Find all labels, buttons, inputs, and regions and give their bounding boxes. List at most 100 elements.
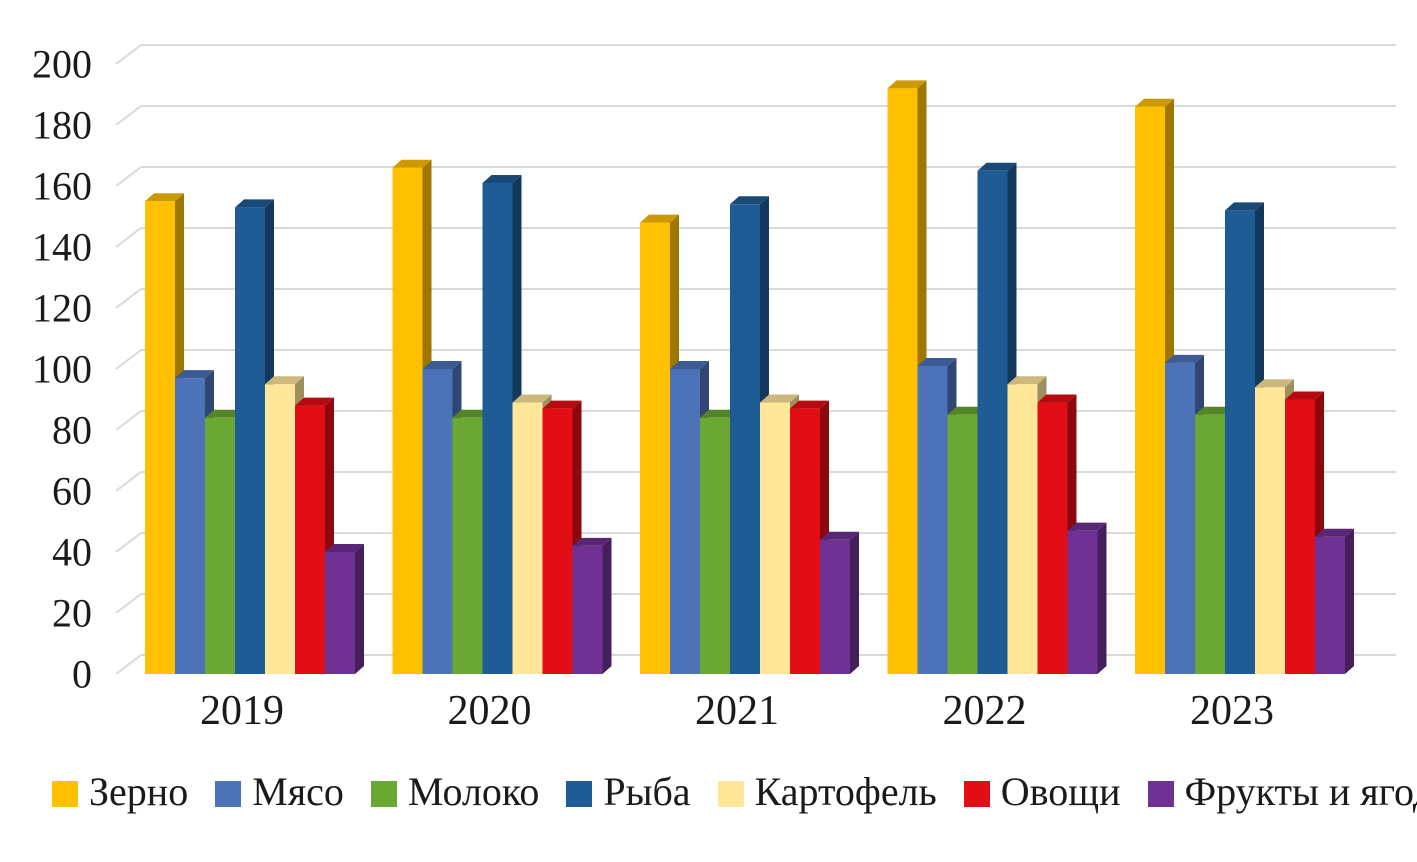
bar-top-face <box>1165 354 1204 363</box>
bar-Молоко-2019 <box>205 417 235 674</box>
legend-item: Овощи <box>963 769 1121 814</box>
gridline-connector <box>115 166 142 187</box>
bar-side-face <box>602 537 612 674</box>
legend-swatch <box>215 781 242 807</box>
y-axis-tick-label: 160 <box>32 164 92 209</box>
bar-top-face <box>640 214 679 223</box>
gridline-connector <box>115 410 142 431</box>
y-axis-tick-label: 140 <box>32 225 92 270</box>
bar-Фрукты и ягоды-2021 <box>820 539 850 674</box>
bar-top-face <box>1037 394 1077 403</box>
bar-top-face <box>760 394 799 403</box>
bar-Мясо-2023 <box>1165 362 1195 674</box>
bar-top-face <box>422 361 462 369</box>
bar-top-face <box>295 397 334 406</box>
bar-Молоко-2021 <box>700 417 730 674</box>
bar-top-face <box>1195 406 1234 415</box>
legend-item: Мясо <box>215 769 344 814</box>
bar-top-face <box>1135 98 1174 107</box>
bar-top-face <box>145 193 184 202</box>
legend-label: Молоко <box>407 769 540 814</box>
legend-swatch <box>963 781 990 807</box>
bar-Мясо-2021 <box>670 369 700 674</box>
bar-top-face <box>482 174 522 183</box>
bar-Картофель-2022 <box>1007 384 1038 674</box>
bar-Рыба-2020 <box>482 182 513 674</box>
bar-top-face <box>392 159 432 168</box>
legend-item: Молоко <box>370 769 540 814</box>
bar-Рыба-2022 <box>977 170 1008 674</box>
bar-Картофель-2020 <box>512 402 543 674</box>
bar-Фрукты и ягоды-2020 <box>572 545 603 674</box>
bar-Картофель-2023 <box>1255 387 1285 674</box>
bar-Зерно-2021 <box>640 222 670 674</box>
y-axis-tick-label: 20 <box>52 591 92 636</box>
bar-Рыба-2021 <box>730 204 760 675</box>
legend-item: Рыба <box>566 769 691 814</box>
legend-swatch <box>370 781 397 807</box>
legend-label: Фрукты и ягоды <box>1184 769 1417 814</box>
bar-Рыба-2023 <box>1225 210 1255 674</box>
bar-side-face <box>850 531 859 674</box>
y-axis-tick-label: 80 <box>52 408 92 453</box>
bar-side-face <box>355 544 364 674</box>
legend-label: Рыба <box>603 769 691 814</box>
y-axis-tick-label: 200 <box>32 42 92 87</box>
bar-Овощи-2021 <box>790 408 820 674</box>
bar-top-face <box>670 361 709 369</box>
bar-Зерно-2023 <box>1135 106 1165 674</box>
legend-label: Зерно <box>89 769 189 814</box>
bar-Молоко-2023 <box>1195 414 1225 674</box>
legend-swatch <box>566 781 593 807</box>
bar-top-face <box>887 80 927 89</box>
bar-top-face <box>730 196 769 205</box>
legend-label: Картофель <box>754 769 937 814</box>
bar-top-face <box>790 400 829 409</box>
bar-Зерно-2022 <box>887 88 918 674</box>
legend-swatch <box>1147 781 1174 807</box>
bar-top-face <box>265 376 304 385</box>
legend-swatch <box>717 781 744 807</box>
x-axis-category-label: 2022 <box>943 688 1027 734</box>
gridline-connector <box>115 349 142 370</box>
chart-legend: Зерно Мясо Молоко Рыба Картофель Овощи Фрукты … <box>0 769 1417 814</box>
bar-top-face <box>947 406 987 415</box>
bar-top-face <box>977 162 1017 171</box>
gridline-connector <box>115 654 142 675</box>
bar-Зерно-2020 <box>392 167 423 674</box>
y-axis-tick-label: 0 <box>72 652 92 697</box>
x-axis-category-label: 2020 <box>448 688 532 734</box>
gridline-connector <box>115 227 142 248</box>
bar-side-face <box>1345 528 1354 674</box>
bar-Фрукты и ягоды-2022 <box>1067 530 1098 674</box>
bar-Молоко-2022 <box>947 414 978 674</box>
gridline-connector <box>115 288 142 309</box>
legend-label: Овощи <box>1000 769 1121 814</box>
legend-item: Зерно <box>52 769 189 814</box>
bar-Картофель-2019 <box>265 384 295 674</box>
y-axis-tick-label: 40 <box>52 530 92 575</box>
bar-Фрукты и ягоды-2023 <box>1315 536 1345 674</box>
bar-Мясо-2019 <box>175 378 205 674</box>
bar-top-face <box>542 400 582 409</box>
bar-Овощи-2019 <box>295 405 325 674</box>
gridline-connector <box>115 44 142 65</box>
legend-item: Фрукты и ягоды <box>1147 769 1417 814</box>
y-axis-tick-label: 100 <box>32 347 92 392</box>
bar-Зерно-2019 <box>145 201 175 674</box>
bar-top-face <box>235 199 274 208</box>
bar-top-face <box>1067 522 1107 531</box>
x-axis-category-label: 2019 <box>200 688 284 734</box>
bar-top-face <box>512 394 552 403</box>
y-axis-tick-label: 180 <box>32 103 92 148</box>
bar-Овощи-2022 <box>1037 402 1068 674</box>
bar-top-face <box>325 544 364 552</box>
x-axis-category-label: 2021 <box>695 688 779 734</box>
bar-top-face <box>700 409 739 418</box>
bar-Овощи-2020 <box>542 408 573 674</box>
bar-top-face <box>452 409 492 418</box>
legend-swatch <box>52 781 78 807</box>
bar-Овощи-2023 <box>1285 399 1315 674</box>
legend-label: Мясо <box>252 769 344 814</box>
